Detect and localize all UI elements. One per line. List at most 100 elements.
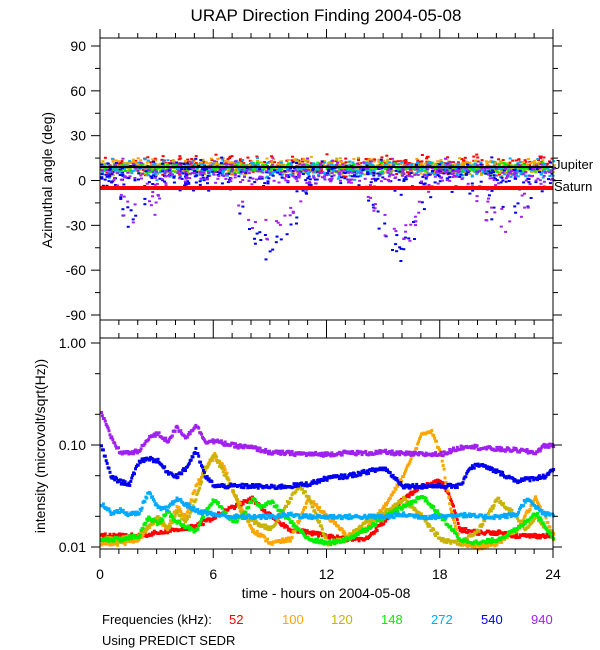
azimuth-point — [414, 220, 418, 223]
azimuth-point — [385, 167, 389, 170]
azimuth-point — [336, 177, 340, 180]
azimuth-point — [297, 172, 301, 175]
intensity-point — [259, 532, 263, 536]
intensity-point — [326, 543, 330, 547]
intensity-point — [176, 521, 180, 525]
azimuth-point — [179, 162, 183, 165]
azimuth-point — [114, 161, 118, 164]
azimuth-point — [226, 160, 230, 163]
azimuth-point — [389, 164, 393, 167]
intensity-point — [310, 533, 314, 537]
azimuth-point — [105, 184, 109, 187]
azimuth-point — [179, 172, 183, 175]
intensity-point — [193, 489, 197, 493]
azimuth-point — [309, 162, 313, 165]
azimuth-point — [454, 163, 458, 165]
intensity-point — [532, 535, 536, 539]
intensity-point — [352, 536, 355, 540]
intensity-point — [316, 506, 320, 509]
intensity-point — [308, 499, 312, 503]
azimuth-point — [309, 184, 313, 186]
azimuth-point — [291, 175, 295, 177]
azimuth-point — [394, 176, 398, 179]
intensity-point — [378, 519, 382, 523]
azimuth-point — [266, 161, 270, 164]
azimuth-point — [307, 173, 310, 176]
intensity-point — [417, 440, 421, 444]
y-tick-label: 0 — [78, 173, 86, 189]
azimuth-point — [522, 163, 526, 166]
intensity-point — [519, 519, 522, 523]
intensity-point — [334, 538, 338, 542]
azimuth-point — [229, 161, 233, 164]
intensity-point — [274, 521, 278, 525]
azimuth-point — [243, 175, 246, 178]
intensity-point — [233, 507, 237, 510]
intensity-point — [386, 501, 389, 505]
intensity-point — [107, 507, 111, 511]
azimuth-point — [120, 162, 124, 165]
azimuth-point — [193, 170, 197, 172]
intensity-point — [396, 502, 400, 505]
azimuth-point — [466, 161, 469, 164]
intensity-point — [322, 542, 326, 546]
azimuth-point — [490, 177, 494, 180]
azimuth-point — [119, 196, 123, 199]
azimuth-point — [545, 162, 549, 165]
azimuth-point — [425, 175, 429, 178]
azimuth-point — [473, 163, 477, 166]
azimuth-point — [526, 206, 530, 209]
intensity-point — [258, 534, 262, 538]
intensity-point — [342, 530, 346, 534]
azimuth-point — [301, 173, 305, 175]
azimuth-point — [129, 165, 133, 167]
azimuth-point — [371, 168, 375, 171]
azimuth-point — [132, 169, 136, 172]
intensity-point — [293, 529, 297, 533]
intensity-point — [134, 537, 138, 541]
azimuth-point — [430, 172, 434, 175]
azimuth-point — [525, 165, 529, 167]
intensity-point — [198, 480, 202, 483]
intensity-point — [410, 502, 414, 506]
azimuth-point — [371, 169, 375, 172]
intensity-point — [343, 532, 347, 536]
azimuth-point — [268, 250, 272, 253]
intensity-point — [431, 482, 435, 485]
intensity-point — [480, 524, 484, 528]
intensity-point — [490, 505, 494, 508]
intensity-point — [164, 524, 168, 528]
intensity-point — [387, 509, 391, 513]
azimuth-point — [513, 171, 517, 174]
azimuth-point — [422, 208, 426, 211]
azimuth-point — [105, 169, 109, 171]
intensity-point — [320, 527, 324, 531]
intensity-point — [201, 522, 205, 526]
azimuth-point — [522, 167, 526, 170]
intensity-point — [545, 532, 549, 536]
azimuth-point — [213, 167, 216, 170]
azimuth-point — [511, 159, 515, 162]
intensity-point — [337, 536, 341, 539]
azimuth-point — [460, 163, 464, 166]
intensity-point — [196, 491, 200, 495]
intensity-point — [251, 518, 255, 522]
azimuth-point — [416, 170, 420, 173]
intensity-point — [301, 511, 304, 515]
azimuth-point — [453, 168, 457, 170]
azimuth-point — [458, 175, 462, 178]
azimuth-point — [133, 161, 137, 164]
azimuth-point — [100, 169, 104, 172]
azimuth-point — [276, 163, 280, 165]
intensity-point — [273, 523, 277, 526]
azimuth-point — [288, 214, 292, 217]
intensity-point — [528, 535, 532, 539]
azimuth-point — [514, 167, 518, 170]
azimuth-point — [541, 161, 545, 164]
azimuth-point — [158, 171, 162, 174]
intensity-point — [186, 524, 190, 528]
intensity-point — [318, 519, 321, 523]
intensity-point — [536, 511, 539, 515]
intensity-point — [322, 533, 326, 537]
intensity-point — [290, 535, 294, 539]
